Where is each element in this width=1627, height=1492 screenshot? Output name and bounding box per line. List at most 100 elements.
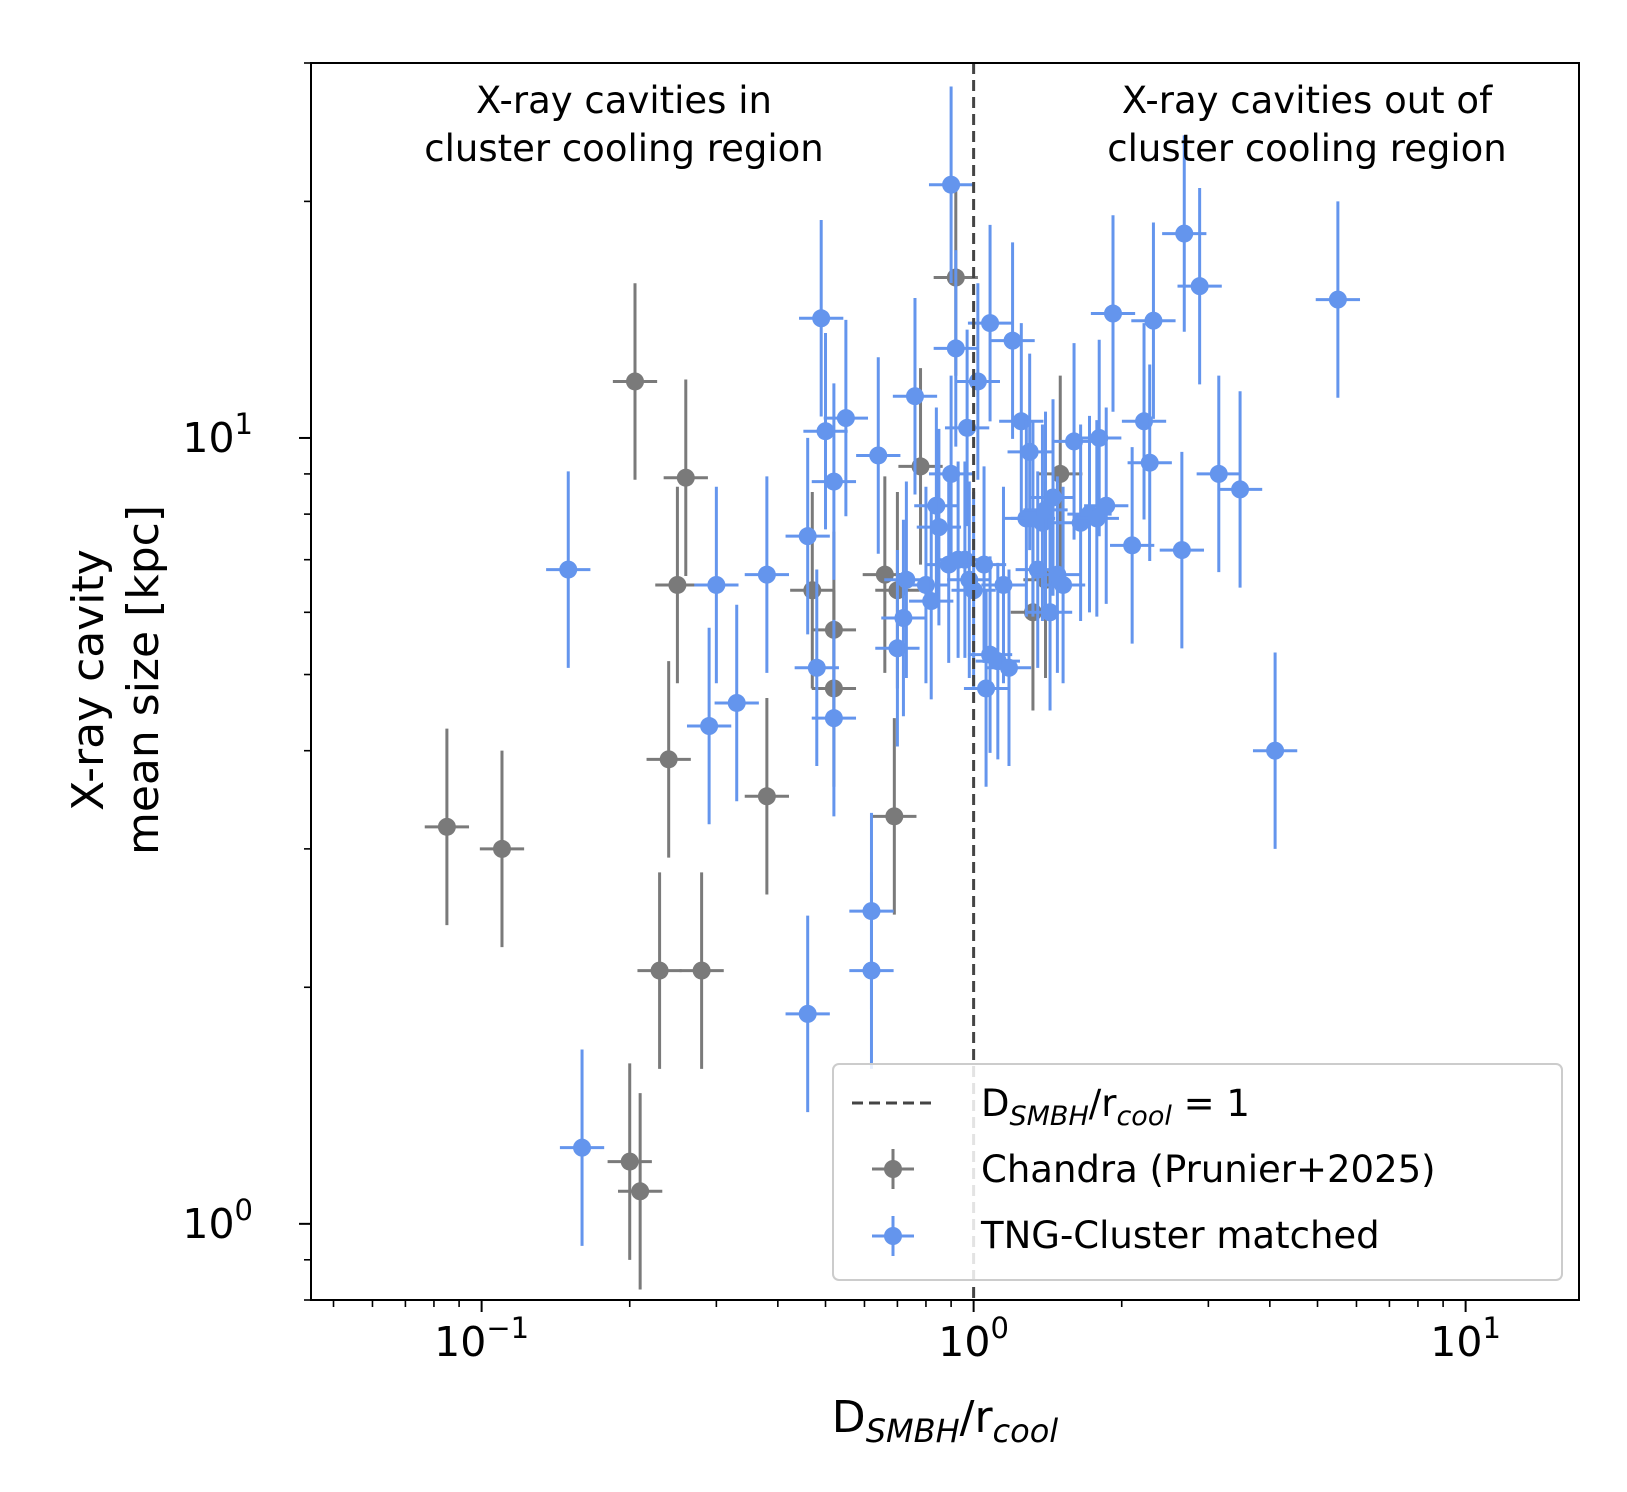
data-point (928, 86, 974, 283)
point-marker (757, 787, 776, 806)
legend-chandra-swatch (872, 1149, 914, 1189)
point-marker (668, 575, 687, 594)
point-marker (968, 372, 987, 391)
data-point (424, 728, 470, 926)
data-point (794, 569, 839, 767)
point-marker (1172, 541, 1191, 560)
point-marker (958, 418, 977, 437)
data-point (618, 1093, 663, 1290)
data-point (862, 476, 907, 673)
point-marker (927, 496, 946, 515)
legend-ref-tail: = 1 (1172, 1082, 1250, 1125)
point-marker (1123, 536, 1142, 555)
data-point (811, 619, 857, 817)
data-point (811, 383, 857, 580)
data-point (944, 329, 990, 527)
point-marker (1231, 480, 1250, 499)
point-marker (999, 658, 1018, 677)
data-point (714, 604, 759, 802)
point-marker (807, 658, 826, 677)
annotation-right-line2: cluster cooling region (1107, 127, 1506, 170)
x-tick-base: 10 (1430, 1318, 1482, 1366)
data-point (559, 1049, 605, 1246)
legend-box (832, 1063, 1563, 1281)
legend-tng-label: TNG-Cluster matched (980, 1214, 1380, 1257)
point-marker (946, 339, 965, 358)
point-marker (798, 1004, 817, 1023)
point-marker (942, 175, 961, 194)
data-point (916, 428, 962, 626)
point-marker (1266, 741, 1285, 760)
data-point (1131, 222, 1176, 419)
data-marks (424, 86, 1361, 1290)
data-point (1040, 486, 1086, 684)
point-marker (824, 709, 843, 728)
point-marker (559, 560, 578, 579)
point-marker (812, 309, 831, 328)
data-point (479, 750, 525, 948)
data-point (1090, 215, 1136, 412)
data-point (1127, 364, 1172, 561)
data-point (986, 569, 1032, 767)
y-tick-label: 101 (182, 407, 253, 462)
point-marker (862, 961, 881, 980)
point-marker (1041, 603, 1060, 622)
x-tick-base: 10 (434, 1318, 486, 1366)
x-axis-label-sub1: SMBH (866, 1412, 960, 1450)
data-point (933, 250, 978, 447)
point-marker (803, 581, 822, 600)
point-marker (1175, 224, 1194, 243)
point-marker (707, 575, 726, 594)
data-point (803, 332, 848, 530)
data-point (655, 486, 700, 684)
point-marker (437, 817, 456, 836)
data-point (785, 437, 830, 635)
y-tick-base: 10 (182, 1200, 234, 1248)
data-point (694, 486, 739, 684)
legend-ref-sub1: SMBH (1010, 1101, 1089, 1132)
y-axis-label-line1: X-ray cavity (63, 549, 114, 811)
point-marker (626, 372, 645, 391)
point-marker (977, 679, 996, 698)
x-tick-exp: −1 (486, 1311, 529, 1345)
series-tng (546, 86, 1361, 1246)
point-marker (1209, 464, 1228, 483)
point-marker (650, 961, 669, 980)
point-marker (659, 750, 678, 769)
point-marker (1020, 442, 1039, 461)
x-tick-label: 10−1 (434, 1311, 529, 1366)
point-marker (1104, 304, 1123, 323)
point-marker (1190, 277, 1209, 296)
data-point (1177, 187, 1222, 385)
data-point (1252, 652, 1298, 849)
data-point (637, 872, 682, 1069)
x-axis-label-sub2: cool (993, 1412, 1059, 1450)
y-tick-base: 10 (182, 414, 234, 462)
x-tick-label: 101 (1430, 1311, 1501, 1366)
point-marker (1097, 496, 1116, 515)
point-marker (1051, 464, 1070, 483)
data-point (849, 872, 894, 1069)
x-axis-label-main: D (832, 1392, 866, 1443)
data-point (1196, 375, 1241, 573)
data-point (967, 224, 1013, 422)
data-point (744, 476, 790, 673)
data-point (799, 220, 844, 417)
point-marker (816, 422, 835, 441)
data-point (892, 298, 938, 495)
legend-ref-sub2: cool (1116, 1101, 1172, 1132)
data-point (1027, 514, 1073, 711)
data-point (607, 1063, 652, 1260)
point-marker (727, 693, 746, 712)
point-marker (676, 468, 695, 487)
data-point (546, 471, 591, 668)
point-marker (975, 555, 994, 574)
data-point (612, 283, 658, 480)
x-axis-label: DSMBH/rcool (832, 1392, 1059, 1450)
point-marker (492, 839, 511, 858)
legend-tng-marker (884, 1227, 902, 1245)
point-marker (836, 409, 855, 428)
x-ticks: 10−1 100 101 (332, 1300, 1501, 1366)
point-marker (798, 527, 817, 546)
